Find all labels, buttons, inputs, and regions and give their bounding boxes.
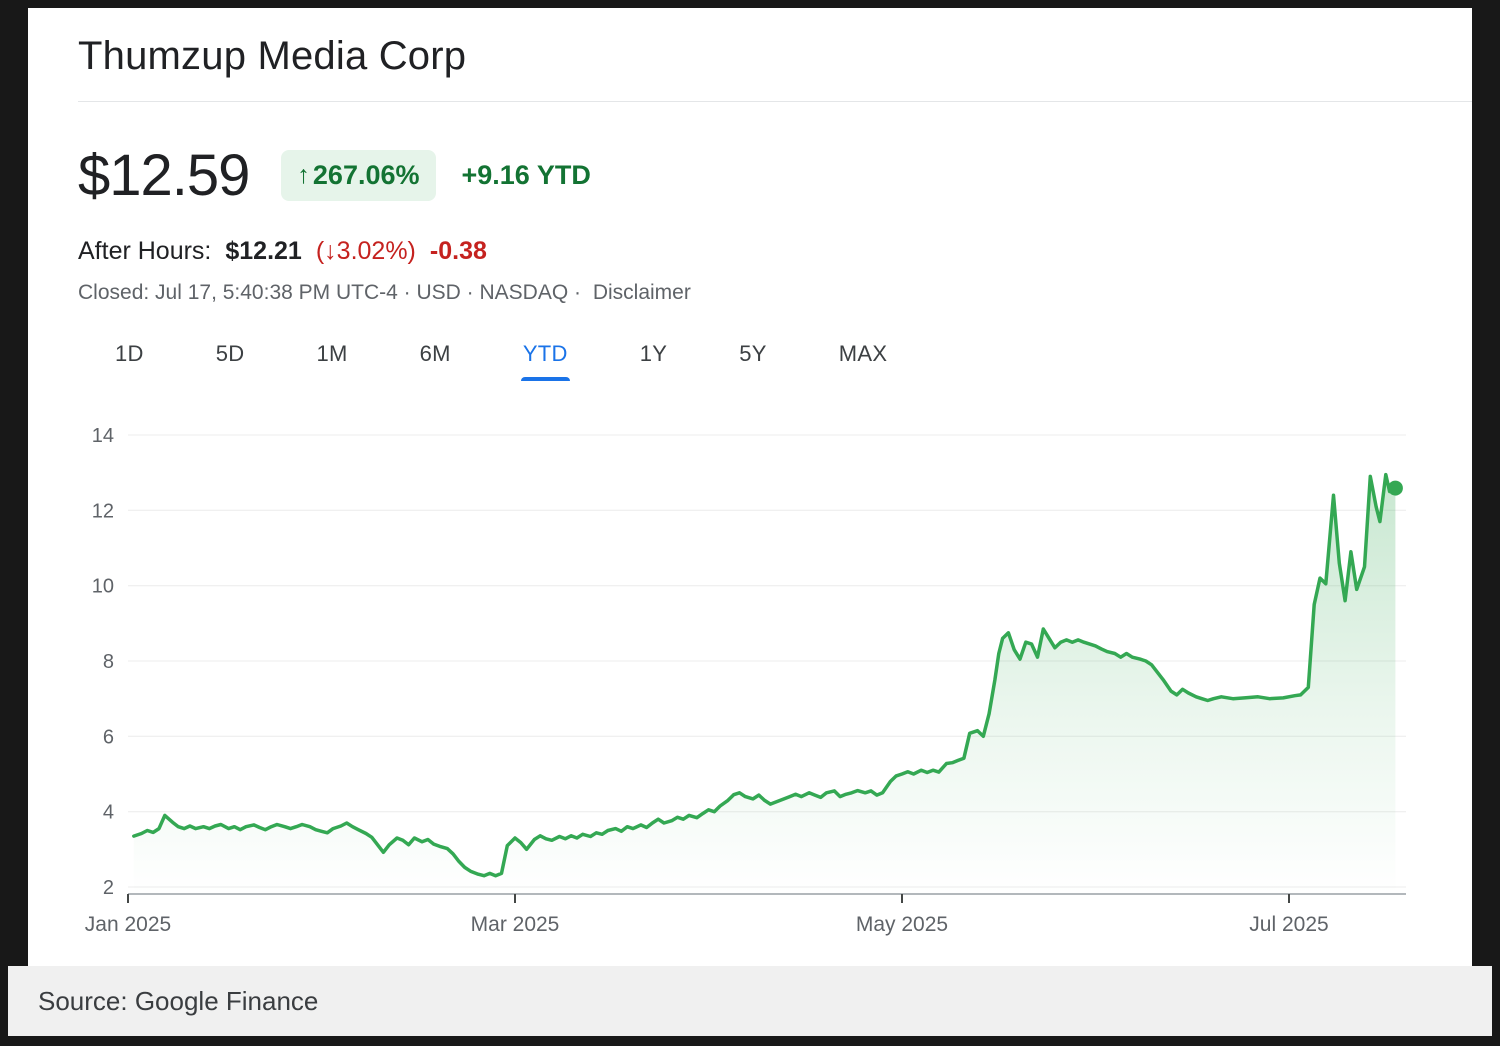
tab-1m[interactable]: 1M bbox=[314, 341, 349, 381]
svg-text:10: 10 bbox=[92, 576, 114, 598]
after-hours-label: After Hours: bbox=[78, 237, 212, 265]
divider bbox=[78, 101, 1472, 102]
svg-text:4: 4 bbox=[103, 802, 114, 824]
price-row: $12.59 ↑ 267.06% +9.16 YTD bbox=[78, 142, 1472, 209]
svg-text:Mar 2025: Mar 2025 bbox=[471, 913, 560, 936]
svg-text:Jan 2025: Jan 2025 bbox=[85, 913, 171, 936]
svg-text:May 2025: May 2025 bbox=[856, 913, 948, 936]
change-badge: ↑ 267.06% bbox=[281, 150, 436, 201]
after-hours-row: After Hours: $12.21 (↓3.02%) -0.38 bbox=[78, 237, 1472, 266]
tab-max[interactable]: MAX bbox=[837, 341, 890, 381]
ytd-change: +9.16 YTD bbox=[461, 160, 591, 190]
after-hours-percent: (↓3.02%) bbox=[315, 237, 416, 265]
svg-text:2: 2 bbox=[103, 877, 114, 899]
arrow-up-icon: ↑ bbox=[297, 161, 310, 189]
price-chart[interactable]: 2 4 6 8 10 12 14 Jan 2025 Mar 2025 May 2025 Jul 20… bbox=[28, 407, 1472, 952]
last-price-dot bbox=[1387, 480, 1403, 496]
range-tabs: 1D 5D 1M 6M YTD 1Y 5Y MAX bbox=[113, 341, 1472, 381]
market-status-text: Closed: Jul 17, 5:40:38 PM UTC-4 · USD ·… bbox=[78, 281, 581, 304]
svg-text:6: 6 bbox=[103, 726, 114, 748]
change-percent: 267.06% bbox=[312, 160, 420, 190]
tab-ytd[interactable]: YTD bbox=[520, 341, 570, 381]
source-caption: Source: Google Finance bbox=[38, 985, 319, 1016]
tab-1y[interactable]: 1Y bbox=[638, 341, 670, 381]
tab-5d[interactable]: 5D bbox=[214, 341, 247, 381]
after-hours-price: $12.21 bbox=[225, 237, 302, 265]
market-meta-row: Closed: Jul 17, 5:40:38 PM UTC-4 · USD ·… bbox=[78, 281, 1472, 305]
tab-6m[interactable]: 6M bbox=[418, 341, 453, 381]
current-price: $12.59 bbox=[78, 143, 250, 208]
tab-5y[interactable]: 5Y bbox=[737, 341, 769, 381]
svg-text:14: 14 bbox=[92, 425, 114, 447]
svg-text:12: 12 bbox=[92, 500, 114, 522]
price-line bbox=[132, 472, 1398, 878]
after-hours-change: -0.38 bbox=[429, 237, 487, 265]
quote-section: $12.59 ↑ 267.06% +9.16 YTD After Hours: … bbox=[28, 142, 1472, 305]
price-area-fill bbox=[133, 474, 1396, 894]
svg-text:Jul 2025: Jul 2025 bbox=[1249, 913, 1328, 936]
source-bar: Source: Google Finance bbox=[8, 966, 1492, 1036]
header: Thumzup Media Corp bbox=[28, 8, 1472, 79]
tab-1d[interactable]: 1D bbox=[113, 341, 146, 381]
svg-text:8: 8 bbox=[103, 651, 114, 673]
finance-widget: Thumzup Media Corp $12.59 ↑ 267.06% +9.1… bbox=[28, 8, 1472, 966]
page-title: Thumzup Media Corp bbox=[78, 34, 467, 78]
disclaimer-link[interactable]: Disclaimer bbox=[592, 281, 691, 304]
chart-area: 2 4 6 8 10 12 14 Jan 2025 Mar 2025 May 2025 Jul 20… bbox=[28, 407, 1472, 952]
